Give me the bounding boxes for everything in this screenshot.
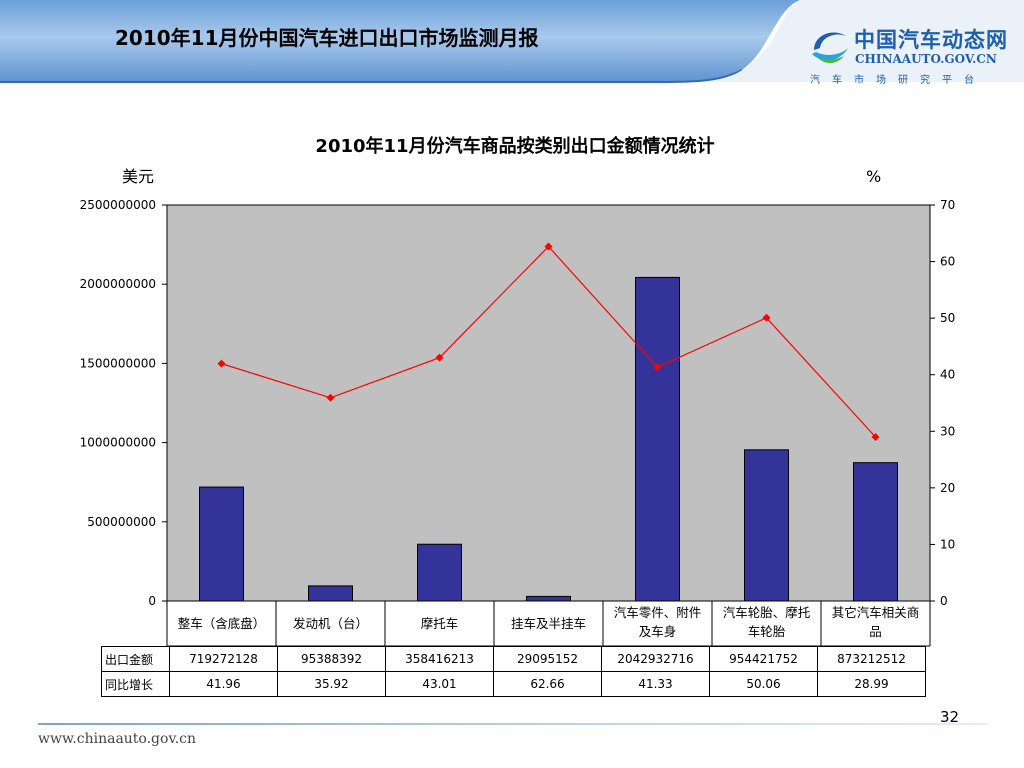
table-cell: 62.66: [493, 671, 602, 697]
growth-point-marker: [762, 313, 771, 322]
bar-export-amount: [526, 595, 571, 602]
table-cell: 50.06: [709, 671, 818, 697]
bar-export-amount: [635, 276, 680, 602]
logo-subtitle: 汽车市场研究平台: [810, 75, 986, 86]
header-band: [0, 0, 1024, 83]
table-cell: 719272128: [169, 646, 278, 672]
category-label: 汽车零件、附件: [614, 605, 702, 620]
category-label: 摩托车: [421, 616, 459, 631]
footer-divider: [38, 723, 988, 725]
table-row-header: 出口金额: [101, 646, 170, 672]
table-cell: 41.96: [169, 671, 278, 697]
left-axis-tick-label: 1000000000: [80, 436, 156, 450]
logo: 中国汽车动态网 CHINAAUTO.GOV.CN 汽车市场研究平台: [808, 22, 1008, 86]
bar-export-amount: [417, 543, 462, 602]
right-axis-unit: %: [866, 167, 881, 186]
left-axis-tick-label: 1500000000: [80, 356, 156, 370]
bar-export-amount: [744, 449, 789, 602]
table-cell: 28.99: [817, 671, 926, 697]
category-label: 整车（含底盘）: [178, 616, 266, 631]
growth-point-marker: [544, 242, 553, 251]
table-row: 同比增长 41.96 35.92 43.01 62.66 41.33 50.06 28.99: [101, 671, 926, 697]
table-cell: 95388392: [277, 646, 386, 672]
category-label: 其它汽车相关商: [832, 605, 920, 620]
growth-point-marker: [653, 363, 662, 372]
plot-background: [166, 204, 931, 602]
left-axis-tick-label: 2500000000: [80, 198, 156, 212]
bar-export-amount: [853, 462, 898, 602]
bar-export-amount: [199, 486, 244, 602]
data-table: 出口金额 719272128 95388392 358416213 29095152 20…: [101, 646, 926, 697]
left-axis-tick-label: 0: [148, 594, 156, 608]
table-cell: 41.33: [601, 671, 710, 697]
right-axis-tick-label: 30: [940, 424, 955, 438]
right-axis-tick-label: 10: [940, 537, 955, 551]
bar-export-amount: [308, 585, 353, 602]
left-axis-tick-label: 2000000000: [80, 277, 156, 291]
footer-url[interactable]: www.chinaauto.gov.cn: [38, 731, 197, 747]
chart-title: 2010年11月份汽车商品按类别出口金额情况统计: [315, 135, 714, 157]
right-axis-tick-label: 40: [940, 368, 955, 382]
growth-point-marker: [871, 432, 880, 441]
table-row: 出口金额 719272128 95388392 358416213 29095152 20…: [101, 646, 926, 672]
growth-point-marker: [435, 353, 444, 362]
right-axis-tick-label: 70: [940, 198, 955, 212]
table-cell: 2042932716: [601, 646, 710, 672]
table-cell: 43.01: [385, 671, 494, 697]
logo-swoosh-icon: [812, 32, 848, 64]
category-label: 发动机（台）: [293, 616, 368, 631]
category-label: 汽车轮胎、摩托: [723, 605, 811, 620]
table-cell: 954421752: [709, 646, 818, 672]
right-axis-tick-label: 60: [940, 255, 955, 269]
logo-text-cn: 中国汽车动态网: [854, 28, 1008, 52]
category-label: 车轮胎: [748, 624, 786, 639]
table-cell: 35.92: [277, 671, 386, 697]
left-axis-unit: 美元: [122, 167, 154, 186]
category-label: 挂车及半挂车: [511, 616, 586, 631]
table-cell: 358416213: [385, 646, 494, 672]
table-cell: 29095152: [493, 646, 602, 672]
table-row-header: 同比增长: [101, 671, 170, 697]
page-number: 32: [940, 708, 960, 726]
right-axis-tick-label: 20: [940, 481, 955, 495]
growth-point-marker: [326, 393, 335, 402]
left-axis-tick-label: 500000000: [87, 515, 156, 529]
table-cell: 873212512: [817, 646, 926, 672]
plot-area: 0 500000000 1000000000 1500000000 2000000000…: [80, 198, 955, 647]
right-axis-tick-label: 50: [940, 311, 955, 325]
page-title: 2010年11月份中国汽车进口出口市场监测月报: [115, 26, 539, 50]
category-label: 品: [869, 624, 882, 639]
bar-line-chart: 2010年11月份汽车商品按类别出口金额情况统计 美元 % 0 500000000…: [80, 135, 955, 647]
right-axis-tick-label: 0: [940, 594, 948, 608]
growth-point-marker: [217, 359, 226, 368]
category-label: 及车身: [639, 624, 677, 639]
logo-text-en: CHINAAUTO.GOV.CN: [855, 52, 997, 66]
